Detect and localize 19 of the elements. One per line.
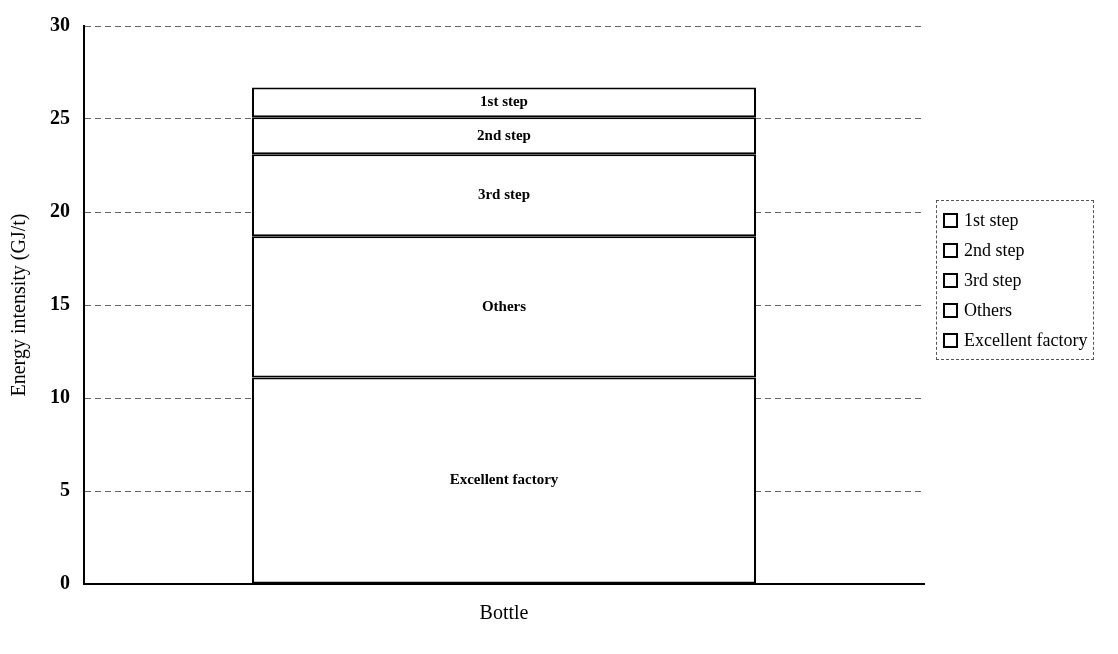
text: 3rd step: [964, 269, 1022, 290]
series-label: 3rd step: [477, 186, 531, 203]
series-label: Excellent factory: [449, 471, 559, 488]
series-label: 2nd step: [477, 126, 531, 143]
y-tick-label: 30: [50, 13, 70, 36]
series-label: 1st step: [480, 93, 528, 110]
series-label: Others: [481, 297, 527, 314]
y-tick-label: 20: [50, 199, 70, 222]
y-tick-label: 0: [60, 571, 70, 594]
text: 1st step: [964, 209, 1019, 230]
text: Excellent factory: [964, 329, 1088, 350]
text: Others: [964, 299, 1012, 320]
y-tick-label: 10: [50, 385, 70, 408]
y-tick-label: 15: [50, 292, 70, 315]
x-tick-label: Bottle: [479, 601, 529, 624]
text: 2nd step: [964, 239, 1025, 260]
y-axis-title: Energy intensity (GJ/t): [7, 213, 31, 397]
y-tick-label: 5: [60, 478, 70, 501]
y-tick-label: 25: [50, 106, 70, 129]
